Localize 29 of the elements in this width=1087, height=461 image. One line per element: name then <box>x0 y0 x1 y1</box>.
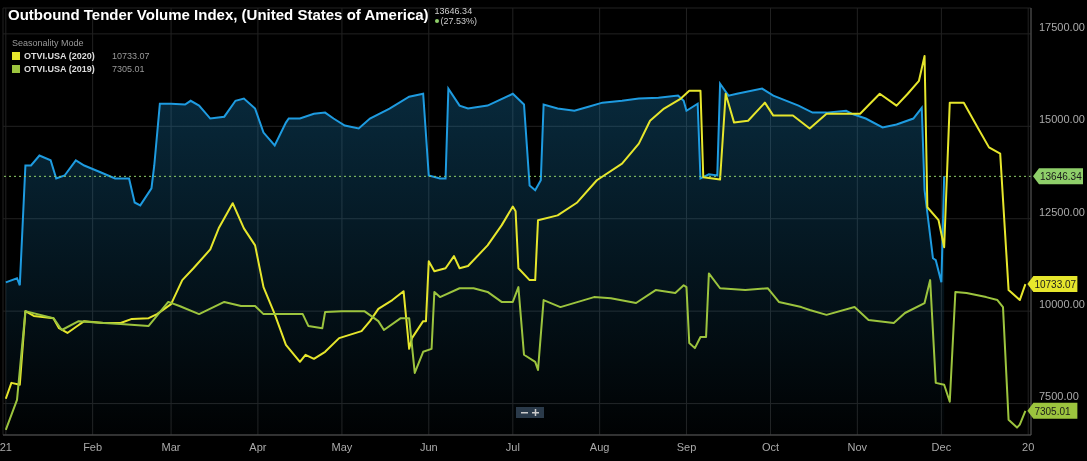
annotation: (27.53%) <box>439 16 478 26</box>
y-tick-label: 12500.00 <box>1039 205 1085 218</box>
chart-title: Outbound Tender Volume Index, (United States of America) <box>8 6 429 23</box>
legend-title: Seasonality Mode <box>12 38 85 48</box>
x-tick-label: Nov <box>847 440 868 453</box>
y-tick-label: 15000.00 <box>1039 113 1085 126</box>
x-tick-label: Oct <box>761 440 780 453</box>
text: 7305.01 <box>112 64 145 74</box>
x-tick-label: Jun <box>419 440 438 453</box>
x-tick-label: Dec <box>931 440 952 453</box>
annotation: 13646.34 <box>434 6 474 16</box>
legend-label: OTVI.USA (2020) <box>24 51 96 61</box>
x-tick-label: Apr <box>249 440 267 453</box>
y-tick-label: 7500.00 <box>1039 390 1079 403</box>
x-tick-label: Feb <box>83 440 103 453</box>
x-tick-label: Aug <box>589 440 610 453</box>
x-tick-label: Jul <box>505 440 520 453</box>
x-tick-label: Sep <box>676 440 697 453</box>
x-tick-label: Mar <box>161 440 181 453</box>
ref-line-label: 13646.34 <box>1040 171 1083 183</box>
legend-label: OTVI.USA (2019) <box>24 64 96 74</box>
x-tick-label: May <box>331 440 353 453</box>
y-tick-label: 17500.00 <box>1039 20 1085 33</box>
text: 10733.07 <box>112 51 150 61</box>
x-tick-label: 21 <box>0 440 12 453</box>
data-label: 7305.01 <box>1034 405 1071 417</box>
y-tick-label: 10000.00 <box>1039 298 1085 311</box>
data-label: 10733.07 <box>1034 279 1077 291</box>
x-tick-label: 20 <box>1022 440 1035 453</box>
